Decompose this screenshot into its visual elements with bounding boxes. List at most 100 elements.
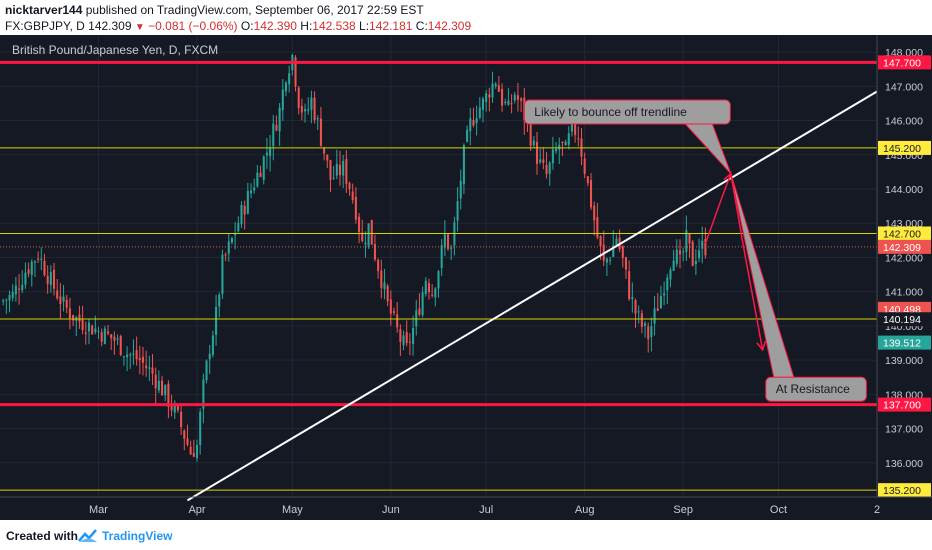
annotation-text: At Resistance	[776, 382, 850, 396]
candle-body	[682, 251, 685, 253]
chart-title: British Pound/Japanese Yen, D, FXCM	[12, 43, 218, 57]
candle-body	[84, 332, 87, 334]
last-price: 142.309	[88, 19, 132, 33]
close-value: 142.309	[427, 19, 472, 33]
candle-body	[501, 88, 504, 106]
candle-body	[481, 98, 485, 110]
candle-body	[253, 187, 256, 191]
y-tick-label: 139.000	[885, 355, 923, 367]
candle-body	[27, 269, 30, 274]
x-tick-label: Aug	[575, 504, 595, 516]
candle-body	[323, 147, 326, 154]
candle-body	[59, 296, 62, 305]
symbol-header: FX:GBPJPY, D 142.309 ▼ −0.081 (−0.06%) O…	[5, 19, 471, 33]
candle-body	[351, 191, 354, 201]
candle-body	[148, 367, 151, 369]
y-tick-label: 147.000	[885, 81, 923, 93]
candle-body	[62, 296, 65, 302]
candle-body	[437, 271, 440, 289]
tradingview-brand[interactable]: TradingView	[102, 529, 173, 543]
candle-body	[434, 288, 437, 298]
candle-body	[656, 308, 659, 311]
candle-body	[300, 105, 303, 113]
candle-body	[259, 172, 262, 178]
candle-body	[211, 335, 214, 355]
candle-body	[551, 149, 554, 164]
low-value: 142.181	[369, 19, 413, 33]
candle-body	[154, 374, 157, 389]
candle-body	[119, 335, 122, 356]
candle-body	[462, 144, 465, 185]
candle-body	[367, 223, 370, 247]
candle-body	[338, 164, 342, 176]
candle-body	[678, 250, 682, 255]
candle-body	[52, 269, 56, 289]
candle-body	[532, 140, 535, 146]
candle-body	[126, 354, 129, 358]
candle-body	[224, 254, 227, 256]
candle-body	[364, 242, 367, 245]
candle-body	[488, 94, 491, 98]
candle-body	[691, 241, 694, 267]
x-tick-label: Mar	[89, 504, 108, 516]
candle-body	[49, 272, 52, 286]
candle-body	[574, 117, 577, 136]
candle-body	[18, 288, 21, 290]
candle-body	[348, 182, 351, 189]
candle-body	[72, 314, 75, 321]
x-tick-label: Apr	[188, 504, 205, 516]
price-chart[interactable]: Likely to bounce off trendline At Resista…	[0, 35, 932, 520]
close-label: C:	[415, 19, 428, 33]
tradingview-logo-icon	[78, 529, 97, 542]
candle-body	[542, 159, 545, 163]
candle-body	[2, 300, 5, 302]
candle-body	[561, 141, 564, 144]
candle-body	[243, 205, 246, 215]
candle-body	[91, 325, 94, 335]
candle-body	[230, 238, 233, 243]
candle-body	[218, 294, 221, 307]
callout-pointer	[684, 123, 732, 174]
author-name[interactable]: nicktarver144	[5, 3, 83, 17]
level-label-bg	[878, 483, 931, 498]
candle-body	[431, 294, 434, 296]
level-label-bg	[878, 55, 931, 70]
candle-body	[345, 158, 348, 184]
candle-body	[520, 98, 523, 101]
x-tick-label: 2	[874, 504, 880, 516]
candle-body	[456, 201, 459, 221]
high-value: 142.538	[312, 19, 356, 33]
x-tick-label: Jul	[479, 504, 493, 516]
candle-body	[113, 336, 116, 341]
x-tick-label: May	[282, 504, 303, 516]
candle-body	[545, 165, 548, 174]
price-label-bg	[878, 239, 931, 254]
candle-body	[647, 326, 650, 340]
candle-body	[14, 285, 17, 295]
candle-body	[653, 308, 656, 324]
candle-body	[164, 384, 167, 396]
candle-body	[103, 328, 106, 345]
chart-area[interactable]: Likely to bounce off trendline At Resista…	[0, 35, 932, 520]
candle-body	[37, 258, 40, 260]
candle-body	[634, 300, 637, 314]
candle-body	[110, 334, 113, 339]
level-label: 135.200	[883, 485, 921, 497]
candle-body	[240, 204, 243, 225]
candle-body	[307, 109, 310, 111]
candle-body	[408, 341, 411, 343]
high-label: H:	[300, 19, 313, 33]
price-label: 142.309	[883, 242, 921, 254]
arrow-head-down	[756, 341, 767, 352]
level-label: 147.700	[883, 57, 921, 69]
x-tick-label: Oct	[770, 504, 787, 516]
callout-bounce: Likely to bounce off trendline	[523, 99, 732, 174]
candle-body	[319, 118, 322, 146]
candle-body	[278, 107, 281, 132]
candle-body	[675, 249, 678, 264]
candle-body	[609, 259, 612, 261]
candle-body	[637, 311, 640, 313]
candle-body	[265, 152, 268, 156]
candle-body	[24, 272, 27, 285]
candle-body	[256, 172, 259, 187]
